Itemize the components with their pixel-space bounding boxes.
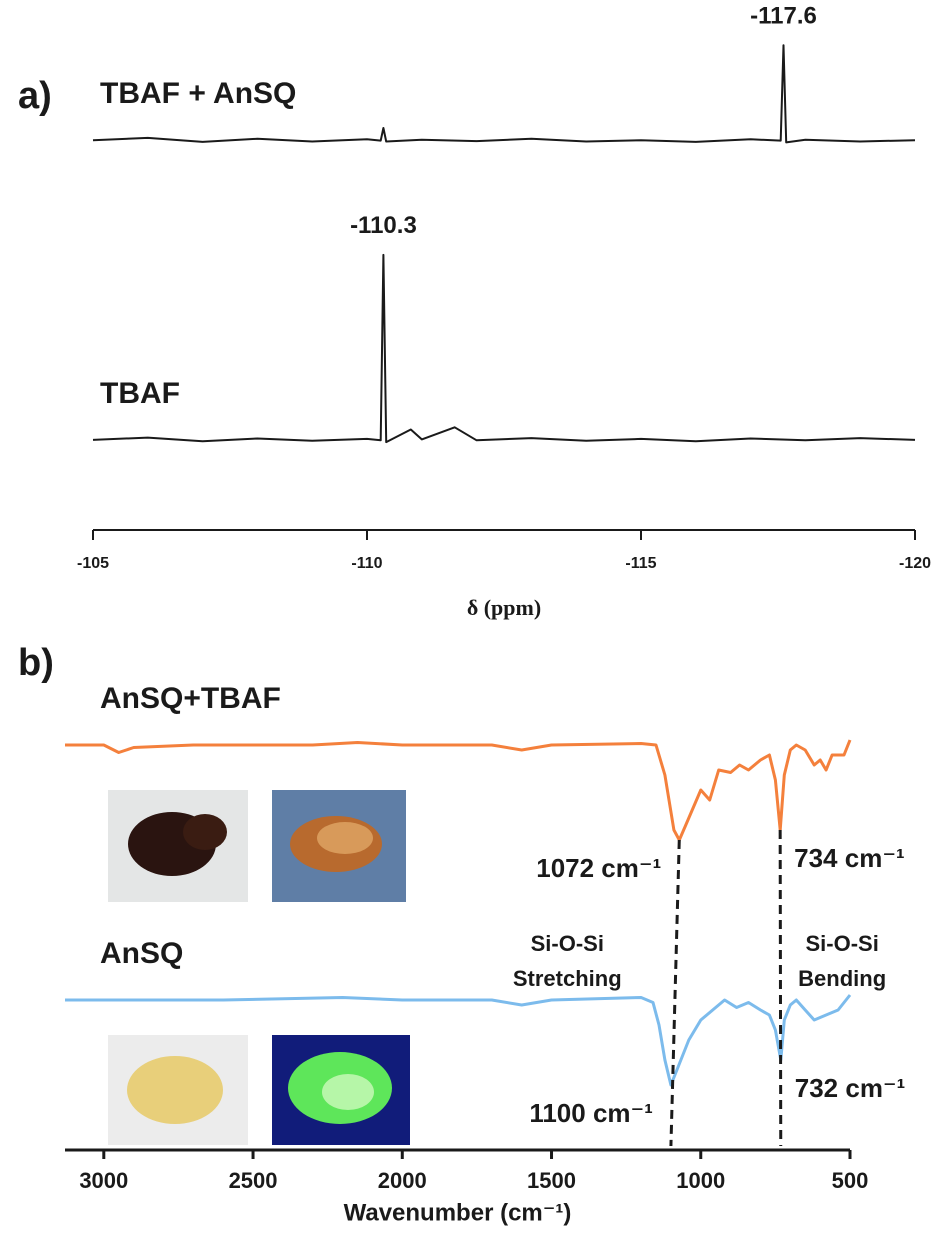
x-tick-label: 2500 [229,1168,278,1193]
series-label: TBAF [100,377,180,410]
x-tick-label: -105 [77,555,109,572]
panel-label: a) [18,75,52,117]
x-tick-label: -120 [899,555,931,572]
x-tick-label: 1000 [676,1168,725,1193]
panel-label: b) [18,642,54,684]
annotation: Bending [798,966,886,991]
photos [108,790,410,1145]
peak-label: 1072 cm⁻¹ [536,853,661,883]
series-label: TBAF + AnSQ [100,77,296,110]
photo-blob [317,822,373,854]
photo-blob [322,1074,374,1110]
peak-label: 1100 cm⁻¹ [529,1098,653,1128]
peak-label: 734 cm⁻¹ [794,843,905,873]
series-label: AnSQ+TBAF [100,682,281,715]
x-tick-label: 3000 [79,1168,128,1193]
spectrum [92,253,916,444]
guide-line [778,829,783,1147]
spectrum [92,44,916,144]
annotation: Si-O-Si [531,931,604,956]
photo-blob [183,814,227,850]
peak-label: -110.3 [350,212,417,239]
spectrum [65,994,852,1087]
x-axis-label: δ (ppm) [467,595,541,620]
x-tick-label: 500 [832,1168,869,1193]
x-tick-label: -115 [625,555,656,572]
photo-blob [127,1056,223,1124]
x-tick-label: -110 [351,555,382,572]
annotation: Si-O-Si [805,931,878,956]
x-axis-label: Wavenumber (cm⁻¹) [344,1199,572,1226]
peak-label: 732 cm⁻¹ [795,1073,906,1103]
peak-label: -117.6 [750,3,817,30]
x-tick-label: 2000 [378,1168,427,1193]
annotation: Stretching [513,966,622,991]
series-label: AnSQ [100,937,183,970]
guide-line [669,839,681,1147]
spectrum [65,739,852,842]
x-tick-label: 1500 [527,1168,576,1193]
